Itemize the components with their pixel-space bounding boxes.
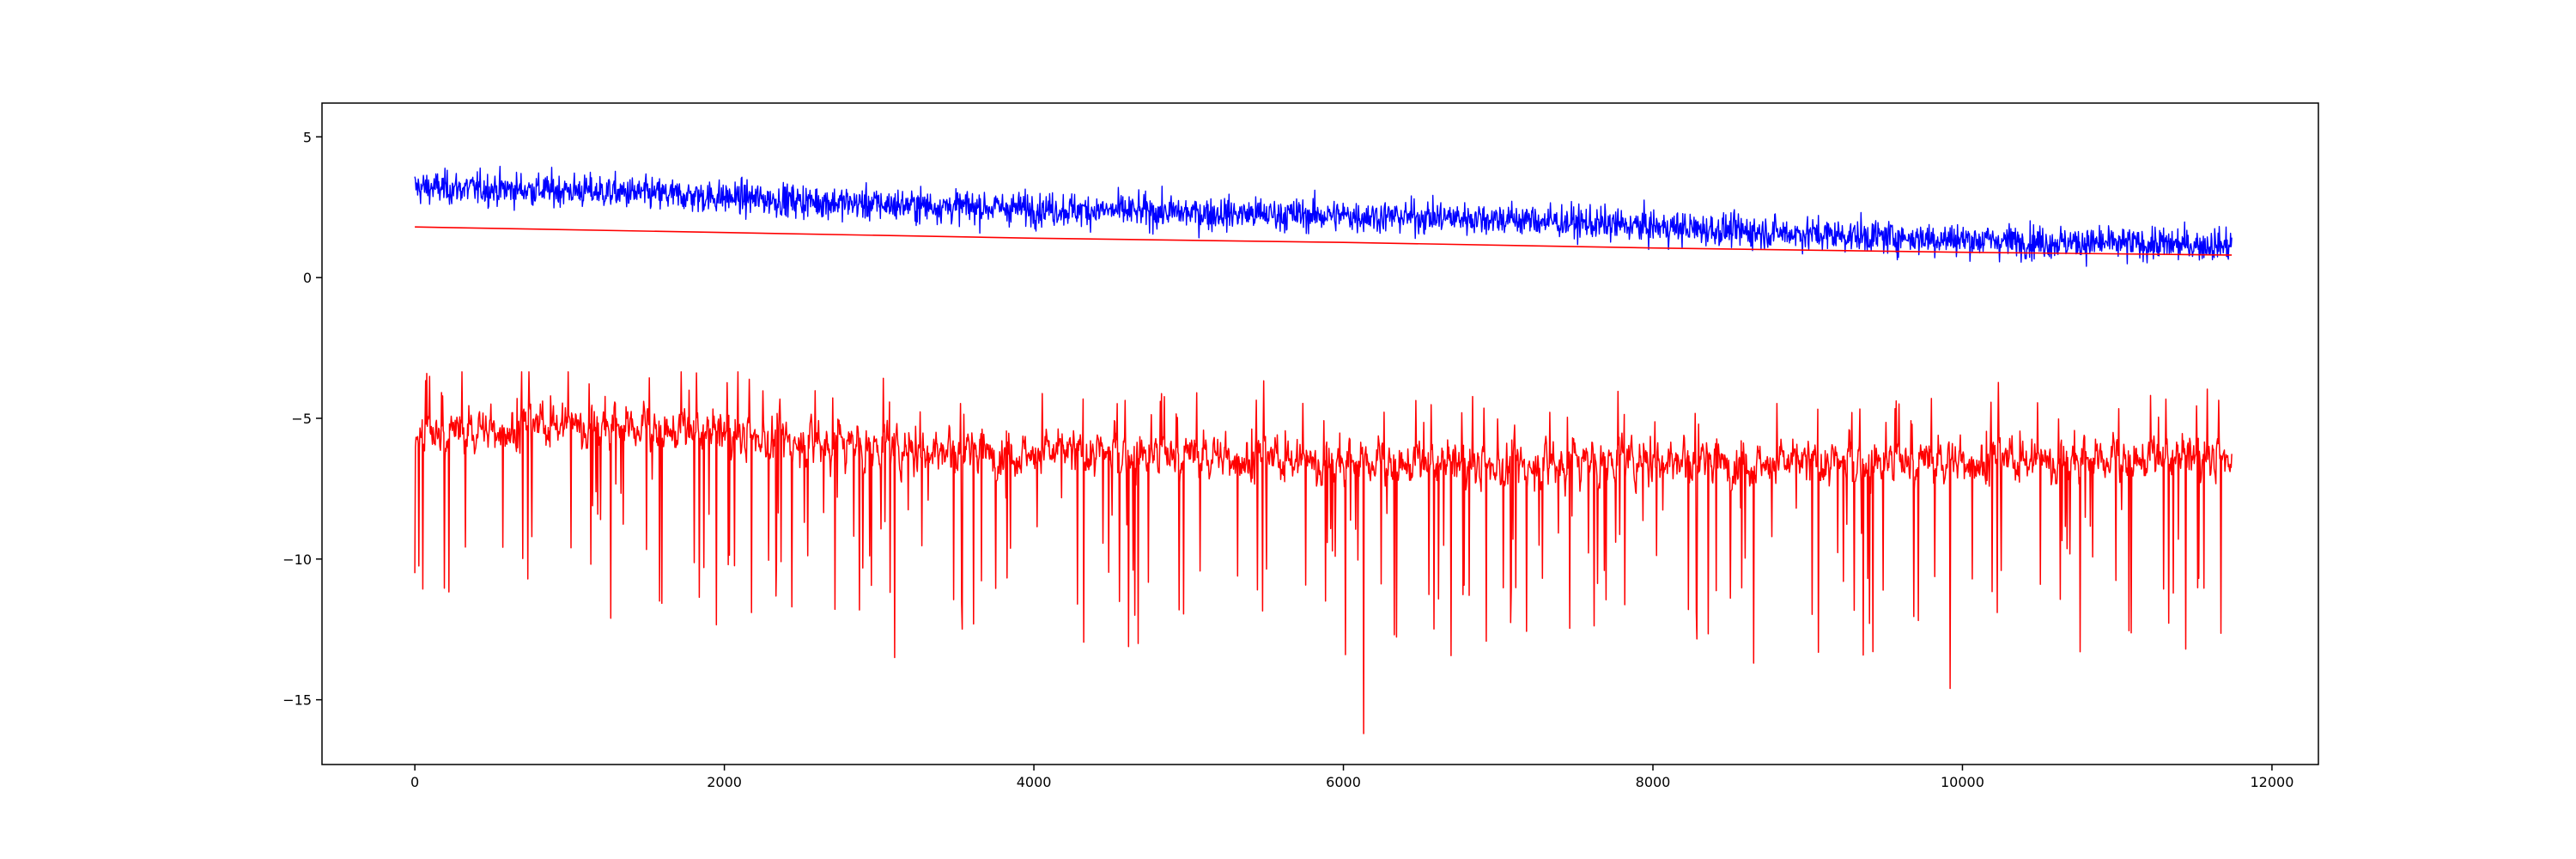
- x-axis: 0 2000 4000 6000 8000 10000 12000: [410, 765, 2293, 790]
- x-tick-label: 12000: [2250, 774, 2293, 790]
- y-tick-label: 0: [303, 270, 312, 286]
- series-layer: [414, 166, 2233, 734]
- plot-area-frame: [321, 102, 2319, 765]
- x-tick-label: 8000: [1636, 774, 1671, 790]
- x-tick-label: 0: [410, 774, 419, 790]
- x-tick-label: 6000: [1326, 774, 1361, 790]
- series-blue-line: [414, 166, 2233, 267]
- x-tick-label: 2000: [707, 774, 742, 790]
- y-tick-label: −5: [291, 411, 312, 427]
- x-tick-label: 10000: [1941, 774, 1984, 790]
- y-tick-label: −10: [283, 551, 312, 568]
- y-axis: 5 0 −5 −10 −15: [283, 129, 322, 709]
- x-tick-label: 4000: [1017, 774, 1052, 790]
- y-tick-label: 5: [303, 129, 312, 145]
- series-red-line: [414, 371, 2233, 734]
- y-tick-label: −15: [283, 692, 312, 709]
- series-trend-line: [415, 226, 2233, 256]
